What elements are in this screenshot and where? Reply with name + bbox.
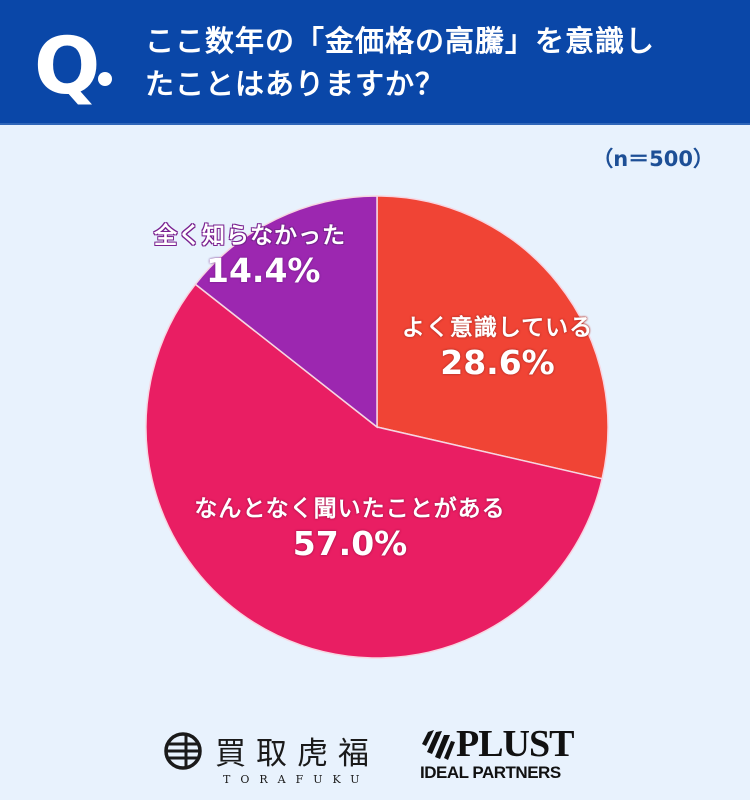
q-dot-icon — [98, 72, 112, 86]
question-title-line1: ここ数年の「金価格の高騰」を意識し — [145, 24, 656, 58]
slice-label-aware: よく意識している 28.6% — [385, 313, 610, 383]
torafuku-logo: 買取虎福 TORAFUKU — [163, 728, 403, 788]
slice-aware — [376, 195, 609, 480]
plust-logo: PLUST IDEAL PARTNERS — [420, 723, 590, 786]
slice-name: 全く知らなかった — [154, 223, 346, 250]
torafuku-sub: TORAFUKU — [223, 773, 370, 786]
slice-label-unaware: 全く知らなかった 14.4% — [150, 221, 375, 291]
q-mark: Q — [34, 22, 100, 112]
plust-swoosh-icon — [422, 730, 455, 760]
slice-percent: 14.4% — [206, 251, 321, 290]
slice-percent: 57.0% — [292, 524, 408, 563]
slice-unaware — [194, 195, 378, 429]
slice-label-heard: なんとなく聞いたことがある 57.0% — [175, 494, 525, 564]
question-title-line2: たことはありますか？ — [145, 67, 446, 101]
torafuku-name: 買取虎福 — [215, 736, 379, 772]
slice-heard — [145, 283, 604, 659]
question-header: Q ここ数年の「金価格の高騰」を意識し たことはありますか？ — [0, 0, 750, 125]
slice-name: よく意識している — [401, 315, 594, 341]
plust-sub: IDEAL PARTNERS — [420, 763, 561, 782]
question-title: ここ数年の「金価格の高騰」を意識し たことはありますか？ — [145, 20, 735, 106]
plust-name: PLUST — [456, 723, 574, 765]
slice-name: なんとなく聞いたことがある — [194, 496, 506, 522]
sample-size: （n＝500） — [592, 147, 714, 171]
slice-percent: 28.6% — [440, 343, 555, 382]
torafuku-emblem-icon — [164, 732, 202, 770]
